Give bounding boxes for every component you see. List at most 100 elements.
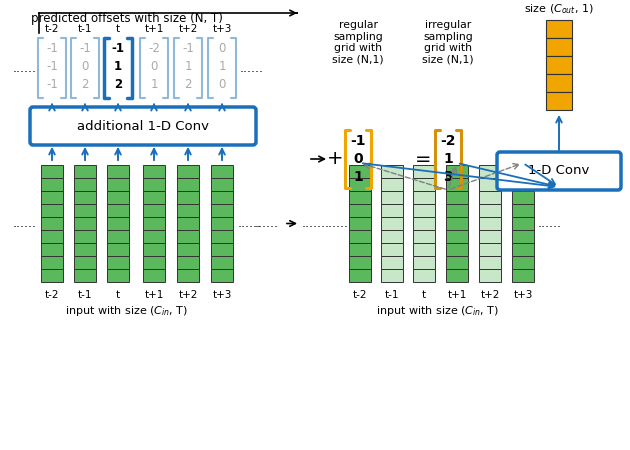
Bar — [41, 191, 63, 204]
Text: t-1: t-1 — [77, 24, 92, 34]
Bar — [349, 204, 371, 217]
Text: t+3: t+3 — [212, 290, 232, 300]
Text: predicted offsets with size (N, T): predicted offsets with size (N, T) — [31, 12, 223, 25]
Bar — [413, 256, 435, 269]
Text: ......: ...... — [238, 217, 262, 230]
Bar — [381, 230, 403, 243]
Text: -1: -1 — [46, 60, 58, 73]
Bar — [74, 178, 96, 191]
Text: 2: 2 — [114, 78, 122, 91]
Bar — [74, 256, 96, 269]
Bar — [107, 256, 129, 269]
Text: -1: -1 — [350, 134, 366, 148]
Bar — [177, 204, 199, 217]
Text: 0: 0 — [151, 60, 158, 73]
Bar — [413, 178, 435, 191]
Text: t: t — [116, 290, 120, 300]
Bar — [211, 204, 233, 217]
Bar — [381, 204, 403, 217]
Bar — [546, 74, 572, 92]
Bar — [211, 256, 233, 269]
Text: -1: -1 — [46, 78, 58, 91]
Bar — [446, 165, 468, 178]
Bar — [211, 230, 233, 243]
Bar — [74, 269, 96, 282]
Text: =: = — [415, 149, 432, 168]
Bar — [512, 165, 534, 178]
Bar — [349, 191, 371, 204]
Bar — [479, 217, 501, 230]
Bar — [446, 256, 468, 269]
Text: regular
sampling
grid with
size (N,1): regular sampling grid with size (N,1) — [332, 20, 384, 65]
Bar — [381, 191, 403, 204]
Bar — [349, 269, 371, 282]
Text: 1: 1 — [114, 60, 122, 73]
Text: output at t with
size ($C_{out}$, 1): output at t with size ($C_{out}$, 1) — [516, 0, 602, 16]
Bar — [512, 204, 534, 217]
Bar — [413, 204, 435, 217]
Bar — [446, 204, 468, 217]
Bar — [41, 204, 63, 217]
Text: t+3: t+3 — [212, 24, 232, 34]
Bar — [446, 217, 468, 230]
Bar — [177, 256, 199, 269]
Bar — [546, 92, 572, 110]
Bar — [479, 256, 501, 269]
Text: 1: 1 — [353, 170, 363, 184]
Bar — [41, 230, 63, 243]
Bar — [546, 38, 572, 56]
Bar — [143, 217, 165, 230]
Text: t: t — [422, 290, 426, 300]
Bar — [74, 191, 96, 204]
Bar — [413, 191, 435, 204]
Bar — [512, 269, 534, 282]
Bar — [446, 191, 468, 204]
Bar — [349, 217, 371, 230]
Bar — [479, 269, 501, 282]
Bar — [107, 243, 129, 256]
Bar — [349, 243, 371, 256]
Bar — [546, 56, 572, 74]
Bar — [381, 178, 403, 191]
Bar — [177, 178, 199, 191]
Bar — [349, 165, 371, 178]
Bar — [74, 243, 96, 256]
Bar — [479, 165, 501, 178]
Bar — [512, 191, 534, 204]
Bar — [143, 256, 165, 269]
Text: 0: 0 — [219, 42, 226, 55]
Bar — [107, 165, 129, 178]
Bar — [211, 269, 233, 282]
Bar — [446, 178, 468, 191]
Text: 0: 0 — [81, 60, 89, 73]
Text: t-2: t-2 — [45, 24, 59, 34]
Text: t+2: t+2 — [178, 290, 198, 300]
Text: 1: 1 — [218, 60, 226, 73]
Text: input with size ($C_{in}$, T): input with size ($C_{in}$, T) — [66, 304, 188, 318]
Bar — [413, 243, 435, 256]
Bar — [143, 165, 165, 178]
Text: t+2: t+2 — [480, 290, 500, 300]
Bar — [381, 256, 403, 269]
Bar — [512, 178, 534, 191]
Text: +: + — [327, 149, 343, 168]
Text: -2: -2 — [440, 134, 455, 148]
Bar — [107, 178, 129, 191]
FancyBboxPatch shape — [497, 152, 621, 190]
Text: 1: 1 — [150, 78, 158, 91]
Text: input with size ($C_{in}$, T): input with size ($C_{in}$, T) — [376, 304, 500, 318]
Bar — [479, 230, 501, 243]
Bar — [177, 269, 199, 282]
Text: ......: ...... — [325, 217, 349, 230]
Text: t-2: t-2 — [353, 290, 367, 300]
FancyBboxPatch shape — [30, 107, 256, 145]
Bar — [211, 243, 233, 256]
Bar — [446, 230, 468, 243]
Text: -1: -1 — [46, 42, 58, 55]
Bar — [413, 269, 435, 282]
Text: t-1: t-1 — [77, 290, 92, 300]
Bar — [479, 204, 501, 217]
Bar — [211, 178, 233, 191]
Bar — [413, 165, 435, 178]
Bar — [41, 165, 63, 178]
